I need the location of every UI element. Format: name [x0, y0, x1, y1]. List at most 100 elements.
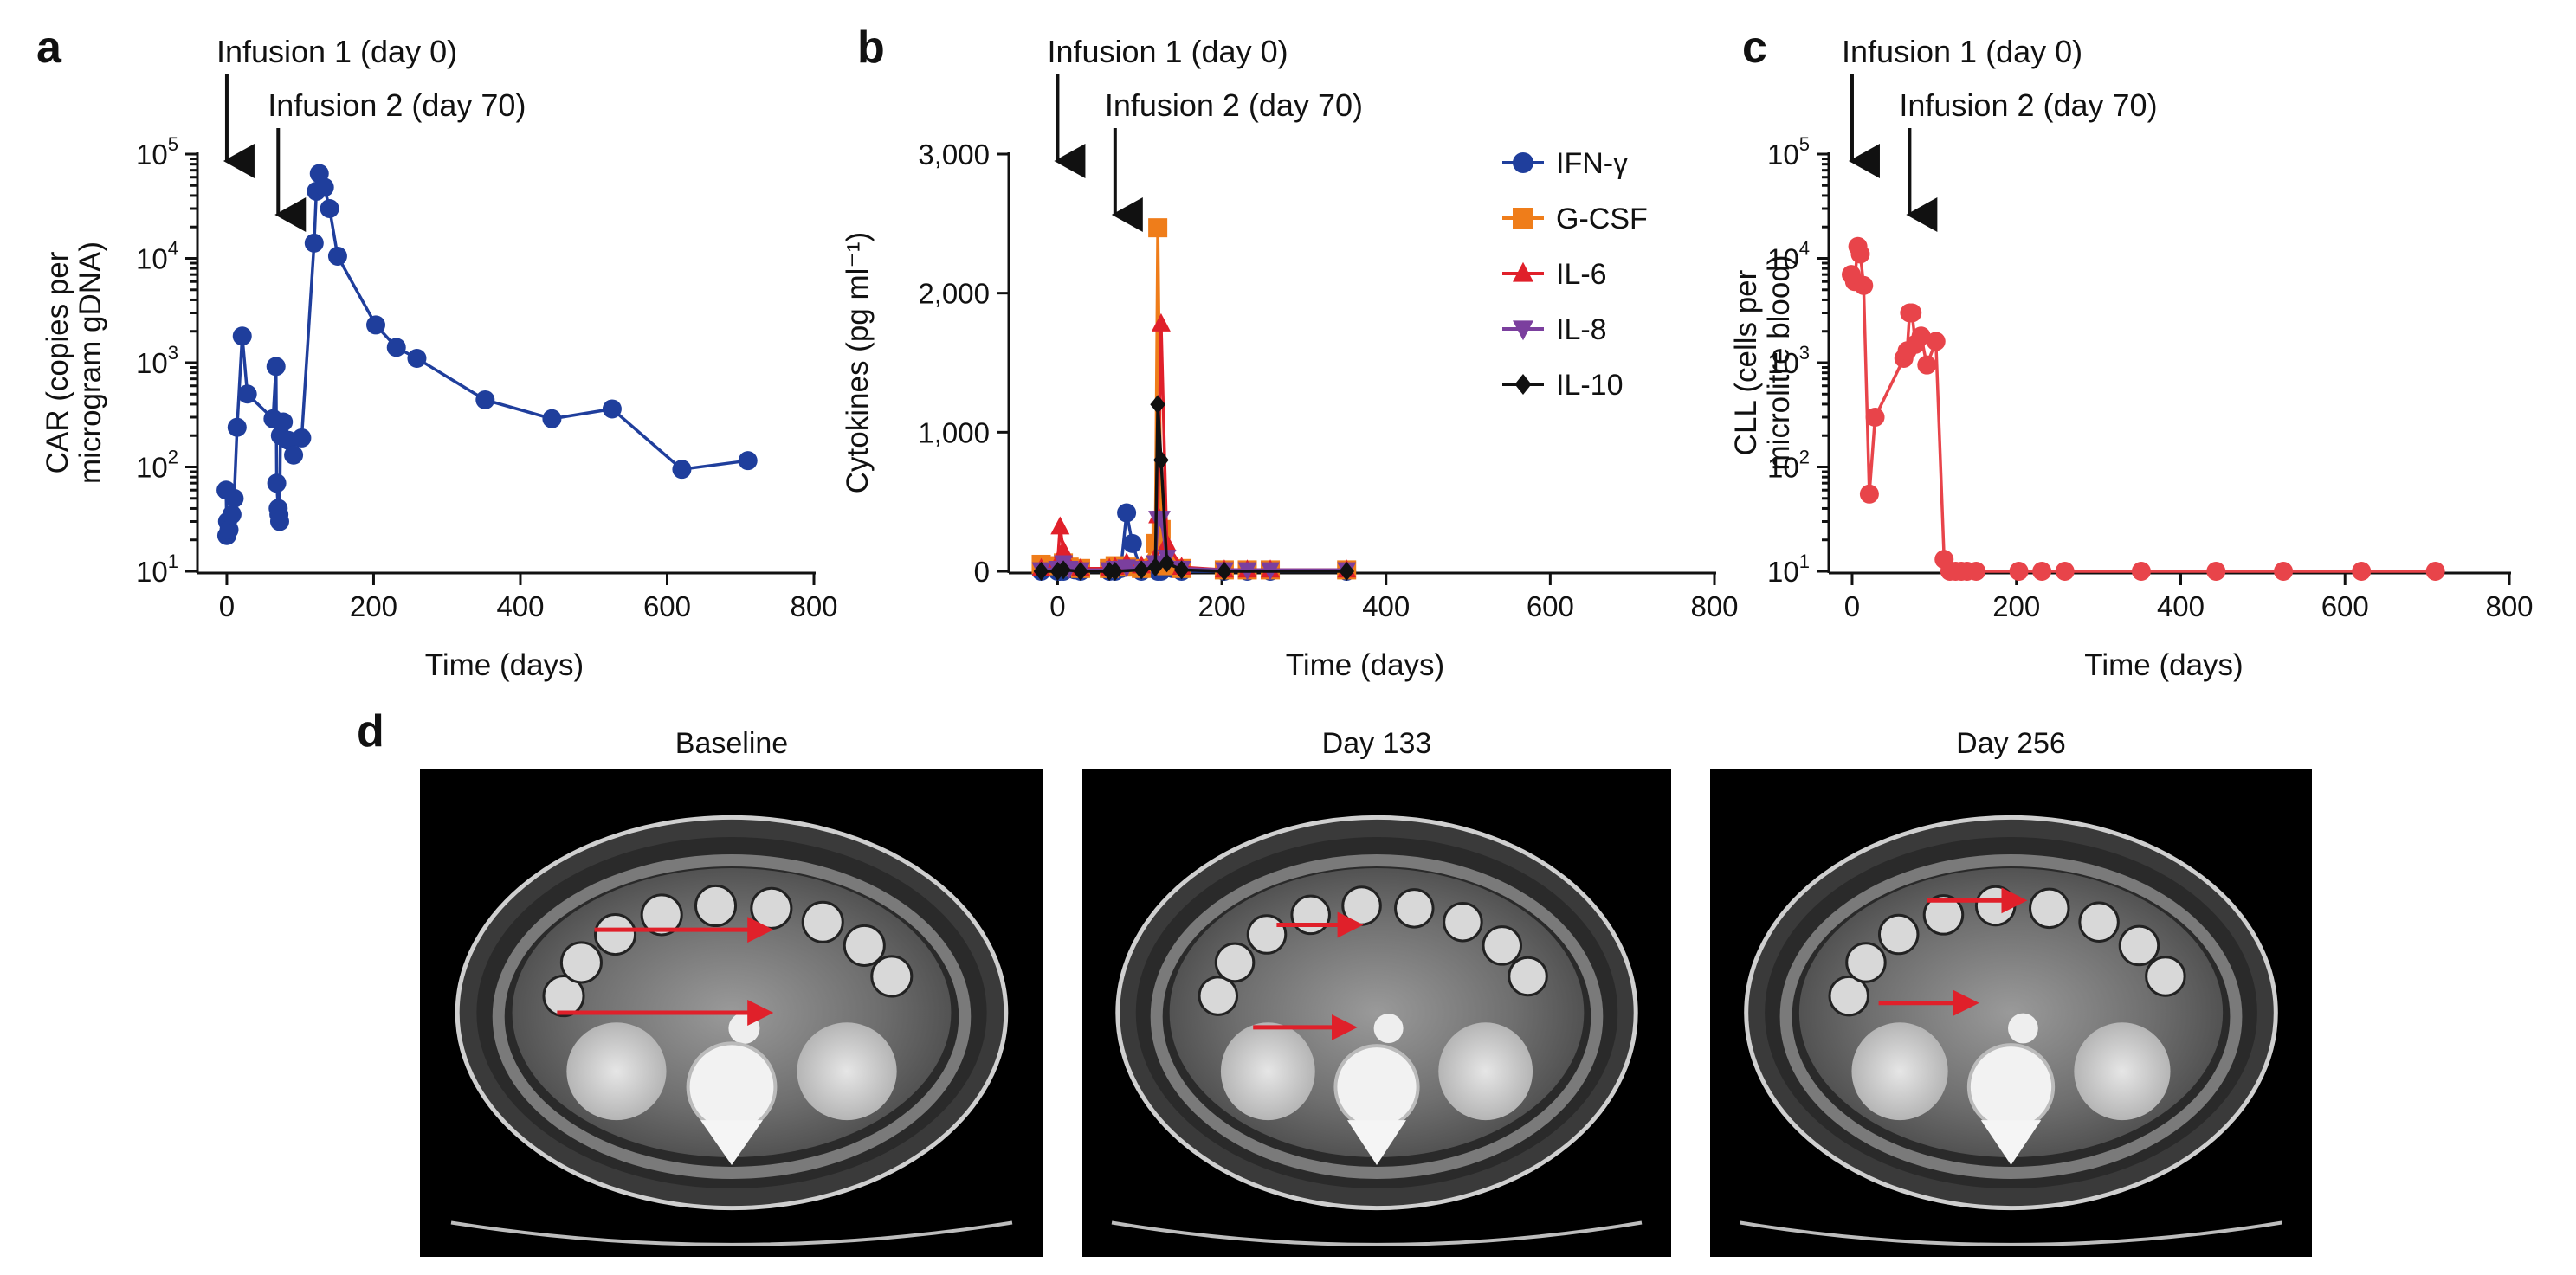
y-tick-label: 102 [136, 447, 178, 484]
y-tick-label: 101 [1767, 551, 1810, 588]
infusion-annotation-1: Infusion 1 (day 0) [216, 34, 457, 69]
data-point [2009, 562, 2029, 581]
data-point [292, 428, 312, 448]
bowel-loop [1482, 925, 1523, 966]
data-point [602, 399, 622, 419]
data-point [366, 315, 386, 335]
data-point [1854, 275, 1874, 295]
x-tick-label: 800 [1690, 590, 1738, 622]
data-point [1850, 244, 1870, 264]
spinous-process [1347, 1120, 1406, 1165]
kidney-right [1438, 1022, 1533, 1121]
y-tick-label: 104 [136, 238, 178, 275]
bowel-loop [1828, 975, 1869, 1017]
bowel-loop [1922, 894, 1965, 936]
bowel-loop [1443, 901, 1483, 943]
legend-label: IL-10 [1556, 369, 1624, 402]
data-point [1966, 562, 1986, 581]
y-tick-label: 103 [1767, 342, 1810, 379]
y-tick-label: 2,000 [918, 278, 990, 310]
infusion-annotation-2: Infusion 2 (day 70) [1105, 87, 1363, 123]
data-point [1513, 208, 1533, 229]
data-point [1056, 560, 1071, 580]
x-axis-label: Time (days) [425, 648, 584, 682]
x-tick-label: 400 [1362, 590, 1410, 622]
data-point [1133, 560, 1149, 580]
data-point [1107, 562, 1123, 581]
x-tick-label: 600 [2321, 590, 2369, 622]
scanner-table [1111, 1220, 1643, 1246]
vertebral-body [1333, 1044, 1420, 1130]
data-point [267, 473, 287, 493]
data-point [407, 349, 427, 369]
y-axis-label: CLL (cells per [1729, 269, 1763, 455]
infusion-annotation-1: Infusion 1 (day 0) [1842, 34, 2082, 69]
y-tick-label: 3,000 [918, 138, 990, 171]
data-point [1153, 450, 1169, 470]
data-point [320, 199, 339, 219]
x-tick-label: 400 [2157, 590, 2205, 622]
data-point [1926, 332, 1946, 351]
muscle-wall [1779, 854, 2243, 1179]
data-point [1151, 312, 1171, 332]
data-point [1339, 562, 1355, 581]
data-point [266, 357, 286, 377]
x-axis-label: Time (days) [1286, 648, 1444, 682]
data-point [237, 384, 257, 404]
data-point [672, 460, 692, 480]
bowel-loop [2029, 887, 2070, 930]
muscle-wall [1150, 854, 1604, 1179]
series-line [224, 167, 748, 536]
data-point [1513, 261, 1533, 282]
ct-title-2: Day 133 [1322, 727, 1432, 760]
data-point [1513, 152, 1533, 173]
x-tick-label: 200 [350, 590, 397, 622]
bowel-loop [1214, 942, 1256, 983]
data-point [284, 445, 304, 465]
bowel-loop [1974, 885, 2017, 927]
x-tick-label: 0 [1049, 590, 1065, 622]
legend-label: G-CSF [1556, 203, 1648, 235]
data-point [314, 177, 334, 197]
data-point [224, 488, 244, 508]
panel-d-label: d [357, 706, 384, 757]
data-point [1150, 395, 1165, 415]
bowel-loop [1508, 956, 1548, 997]
muscle-wall [492, 854, 972, 1179]
data-point [1122, 533, 1142, 553]
data-point [2131, 562, 2151, 581]
bowel-loop [694, 884, 738, 928]
vertebral-body [686, 1041, 778, 1133]
data-point [2425, 562, 2445, 581]
data-point [386, 338, 406, 357]
x-tick-label: 200 [1198, 590, 1246, 622]
bowel-loop [870, 955, 914, 998]
data-point [1159, 553, 1175, 573]
bowel-loop [1290, 894, 1331, 936]
bowel-loop [594, 913, 637, 956]
bowel-loop [1198, 976, 1239, 1016]
ct-image-2 [1082, 769, 1671, 1257]
y-tick-label: 1,000 [918, 416, 990, 448]
y-tick-label: 105 [136, 133, 178, 171]
data-point [1117, 559, 1137, 578]
bowel-loop [1341, 885, 1382, 926]
bowel-loop [640, 893, 683, 937]
chart-cytokines: 0 200 400 600 800 Time (days) 0 1,000 2,000 3,000… [841, 34, 1739, 682]
x-tick-label: 800 [790, 590, 837, 622]
legend-label: IL-6 [1556, 258, 1607, 291]
bowel-loop [1246, 914, 1288, 955]
kidney-left [566, 1022, 667, 1121]
data-point [1148, 218, 1168, 238]
data-point [2274, 562, 2294, 581]
data-point [227, 417, 247, 437]
data-point [1054, 539, 1074, 558]
data-point [1917, 355, 1937, 375]
x-tick-label: 200 [1992, 590, 2040, 622]
legend-label: IFN-γ [1556, 147, 1628, 180]
y-tick-label: 104 [1767, 238, 1810, 275]
panel-a-label: a [36, 23, 62, 73]
y-tick-label: 102 [1767, 447, 1810, 484]
series-line-IL-6 [1040, 323, 1347, 572]
infusion-annotation-1: Infusion 1 (day 0) [1047, 34, 1288, 69]
